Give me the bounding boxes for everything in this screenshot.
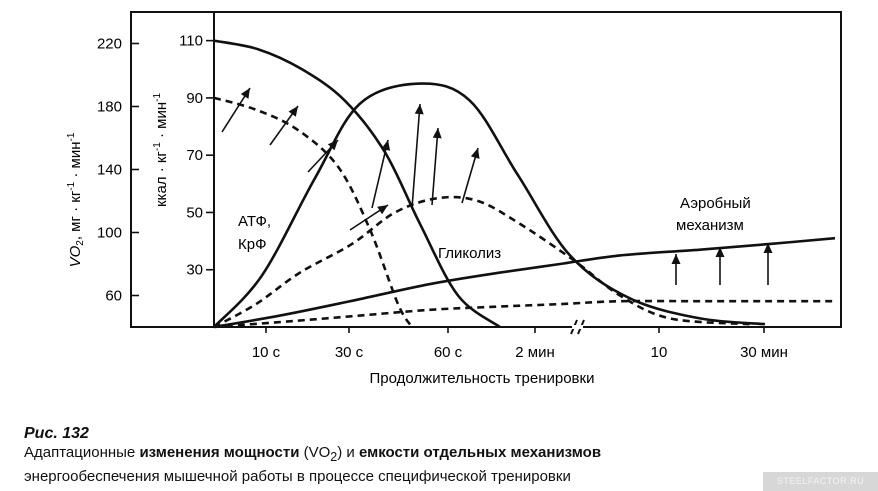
growth-arrow-shaft bbox=[411, 103, 421, 209]
y-left-axis: 220 180 140 100 60 bbox=[97, 36, 139, 305]
x-tick-label: 10 с bbox=[252, 344, 281, 361]
growth-arrow-head bbox=[414, 104, 424, 115]
y-right-tick-label: 30 bbox=[186, 262, 203, 279]
series-glycolysis-capacity-line bbox=[213, 82, 766, 328]
growth-arrow-shaft bbox=[371, 139, 389, 209]
growth-arrow-head bbox=[671, 254, 681, 264]
watermark: STEELFACTOR.RU bbox=[763, 472, 878, 491]
arrow-group bbox=[221, 87, 773, 285]
series-group bbox=[213, 39, 836, 329]
label-aerobic-2: механизм bbox=[676, 217, 744, 234]
growth-arrow-head bbox=[240, 88, 250, 99]
growth-arrow-shaft bbox=[431, 127, 439, 206]
label-atp: АТФ, bbox=[238, 213, 271, 230]
caption-line-2: энергообеспечения мышечной работы в проц… bbox=[24, 468, 571, 485]
growth-arrow-head bbox=[470, 148, 480, 159]
y-left-tick-label: 100 bbox=[97, 225, 122, 242]
axis-break-mark bbox=[570, 319, 585, 335]
figure-caption: Рис. 132 Адаптационные изменения мощност… bbox=[24, 424, 784, 486]
y-right-tick-label: 50 bbox=[186, 204, 203, 221]
series-aerobic-capacity-line bbox=[213, 236, 836, 329]
growth-arrow-head bbox=[288, 106, 298, 117]
growth-arrow-head bbox=[377, 205, 388, 215]
growth-arrow-head bbox=[327, 140, 338, 151]
plot-frame bbox=[130, 11, 842, 328]
x-axis: 10 с 30 с 60 с 2 мин 10 30 мин bbox=[252, 327, 788, 361]
label-aerobic-1: Аэробный bbox=[680, 195, 751, 212]
growth-arrow-head bbox=[432, 128, 442, 139]
growth-arrow-head bbox=[715, 247, 725, 257]
x-tick-label: 30 с bbox=[335, 344, 364, 361]
y-left-tick-label: 60 bbox=[105, 288, 122, 305]
y-right-tick-label: 90 bbox=[186, 90, 203, 107]
series-atp-krf-capacity-line bbox=[213, 39, 501, 329]
label-glycolysis: Гликолиз bbox=[438, 245, 501, 262]
caption-line-1: Адаптационные изменения мощности (VO2) и… bbox=[24, 444, 602, 464]
label-krf: КрФ bbox=[238, 236, 266, 253]
y-left-tick-label: 140 bbox=[97, 162, 122, 179]
series-atp-krf-power-line bbox=[213, 96, 414, 328]
x-tick-label: 2 мин bbox=[515, 344, 555, 361]
growth-arrow-head bbox=[763, 243, 773, 253]
series-aerobic-power-line bbox=[213, 299, 836, 329]
y-right-tick-label: 110 bbox=[179, 33, 203, 50]
y-left-tick-label: 180 bbox=[97, 99, 122, 116]
y-right-axis: 110 90 70 50 30 bbox=[179, 33, 214, 279]
x-tick-label: 10 bbox=[651, 344, 668, 361]
x-axis-label: Продолжительность тренировки bbox=[370, 370, 595, 387]
x-tick-label: 30 мин bbox=[740, 344, 788, 361]
chart: 220 180 140 100 60 110 90 70 50 30 VO2, мг · кг-… bbox=[66, 11, 842, 387]
figure-number: Рис. 132 bbox=[24, 425, 89, 442]
x-tick-label: 60 с bbox=[434, 344, 463, 361]
y-left-tick-label: 220 bbox=[97, 36, 122, 53]
y-right-tick-label: 70 bbox=[186, 147, 203, 164]
y-left-axis-label: VO2, мг · кг-1 · мин-1 bbox=[66, 132, 86, 267]
y-right-axis-label: ккал · кг-1 · мин-1 bbox=[152, 93, 170, 207]
growth-arrow-head bbox=[381, 140, 391, 151]
